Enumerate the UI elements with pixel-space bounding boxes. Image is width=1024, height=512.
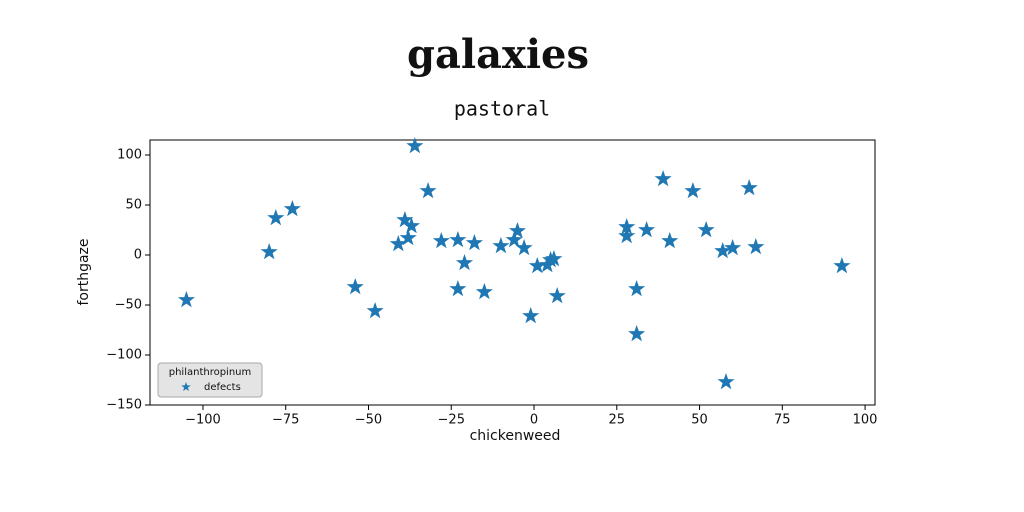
y-tick-label: −100 [106,348,142,363]
y-tick-label: 50 [125,198,142,213]
y-tick-label: 0 [134,248,142,263]
x-tick-label: −25 [438,413,465,428]
point [396,211,414,228]
point [449,280,467,297]
point [654,170,672,187]
point [545,250,563,267]
point [260,243,278,260]
chart-title: galaxies [407,31,589,78]
x-tick-label: −75 [272,413,299,428]
point [714,242,732,259]
point [492,237,510,254]
point [618,227,636,244]
chart-subtitle: pastoral [454,97,550,121]
point [717,373,735,390]
point [177,291,195,308]
point [475,283,493,300]
x-tick-label: 25 [609,413,626,428]
point [399,229,417,246]
y-tick-label: 100 [117,148,142,163]
point [283,200,301,217]
point [724,239,742,256]
x-axis-label: chickenweed [470,428,561,444]
point [403,217,421,234]
point [389,235,407,252]
point [406,137,424,154]
legend-label: defects [204,382,241,393]
point [548,287,566,304]
x-tick-label: 50 [691,413,708,428]
x-tick-label: −50 [355,413,382,428]
point [419,182,437,199]
point [267,209,285,226]
y-axis-label: forthgaze [76,238,92,305]
point [661,232,679,249]
plot-frame [149,139,876,406]
point [465,234,483,251]
point [684,182,702,199]
point [505,231,523,248]
point [697,221,715,238]
x-tick-label: 100 [853,413,878,428]
legend-marker [181,382,191,391]
point [432,232,450,249]
point [515,239,533,256]
point [628,280,646,297]
point [455,254,474,271]
point [618,218,636,235]
point [528,257,546,274]
point [638,221,656,238]
point [747,238,765,255]
y-tick-label: −150 [106,398,142,413]
x-tick-label: 75 [774,413,791,428]
point [449,231,467,248]
point [628,325,646,342]
point [508,222,526,239]
point [522,307,540,324]
legend-title: philanthropinum [169,367,252,378]
point [740,179,758,196]
x-tick-label: −100 [185,413,221,428]
point [346,278,364,295]
point [366,302,384,319]
y-tick-label: −50 [115,298,142,313]
point [833,257,851,274]
x-tick-label: 0 [530,413,538,428]
